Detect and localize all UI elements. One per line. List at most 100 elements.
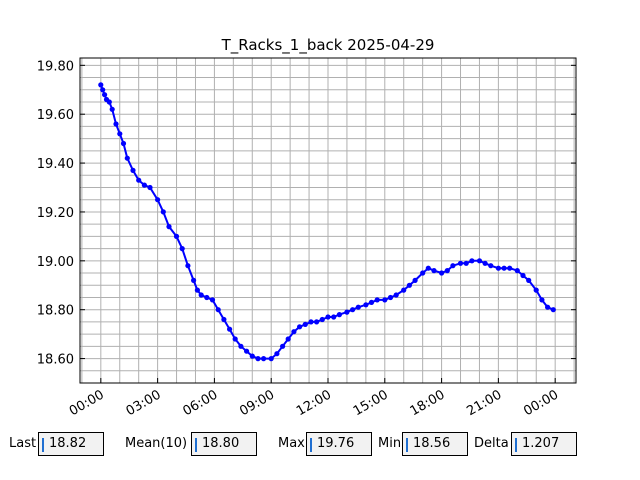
data-point [291,329,297,335]
data-point [425,265,431,271]
text-cursor [310,438,312,452]
x-tick-label: 12:00 [294,387,334,419]
last-label: Last [9,436,37,451]
delta-value-field[interactable]: 1.207 [511,432,577,456]
data-point [227,326,233,332]
mean-label: Mean(10) [125,436,188,451]
series-temperature [98,82,556,362]
data-point [100,87,106,93]
mean-value-field[interactable]: 18.80 [191,432,257,456]
data-point [439,270,445,276]
data-point [179,246,185,252]
last-value: 18.82 [49,436,87,451]
text-cursor [42,438,44,452]
data-point [325,314,331,320]
data-point [280,343,286,349]
y-tick-label: 18.60 [37,353,74,368]
data-point [160,209,166,215]
data-point [533,287,539,293]
data-point [514,268,520,274]
data-point [495,265,501,271]
x-tick-label: 18:00 [408,387,448,419]
data-point [215,307,221,313]
data-point [406,282,412,288]
data-point [141,182,147,188]
data-point [431,268,437,274]
data-point [401,287,407,293]
data-point [412,277,418,283]
data-point [232,336,238,342]
y-tick-label: 19.40 [37,157,74,172]
text-cursor [406,438,408,452]
data-point [545,304,551,310]
data-point [102,92,108,98]
text-cursor [515,438,517,452]
data-point [185,263,191,269]
delta-label: Delta [474,436,509,451]
data-point [482,260,488,266]
data-point [274,351,280,357]
y-tick-label: 19.00 [37,255,74,270]
data-point [539,297,545,303]
data-point [363,302,369,308]
data-point [308,319,314,325]
data-point [507,265,513,271]
data-point [488,263,494,269]
data-point [297,324,303,330]
data-point [113,121,119,127]
data-point [249,353,255,359]
data-point [344,309,350,315]
data-point [368,299,375,305]
max-value: 19.76 [317,436,355,451]
data-point [387,294,394,301]
data-point [285,336,291,342]
data-point [124,155,130,161]
data-point [476,258,483,264]
data-point [194,287,200,293]
data-point [444,268,450,274]
last-value-field[interactable]: 18.82 [38,432,104,456]
data-point [209,297,216,303]
data-point [130,167,136,173]
data-point [173,233,180,239]
x-tick-label: 06:00 [180,387,220,419]
x-tick-label: 03:00 [124,387,164,419]
delta-value: 1.207 [522,436,560,451]
data-point [469,258,475,264]
max-value-field[interactable]: 19.76 [306,432,372,456]
data-point [98,82,104,88]
x-tick-label: 15:00 [351,387,391,419]
data-point [450,263,456,269]
data-point [147,184,153,191]
data-point [221,316,227,323]
data-point [261,356,267,362]
data-point [244,348,250,354]
text-cursor [195,438,197,452]
y-tick-label: 18.80 [37,304,74,319]
y-tick-label: 19.60 [37,108,74,123]
data-point [255,356,261,362]
min-value-field[interactable]: 18.56 [402,432,468,456]
mean-value: 18.80 [202,436,240,451]
min-value: 18.56 [413,436,451,451]
data-point [463,260,469,266]
chart-title: T_Racks_1_back 2025-04-29 [221,36,435,55]
data-point [120,140,127,147]
data-point [331,314,337,320]
data-point [457,260,464,266]
plot-frame [79,57,577,384]
data-point [319,316,325,323]
data-point [520,272,526,279]
y-tick-label: 19.20 [37,206,74,221]
data-point [393,292,399,298]
y-tick-label: 19.80 [37,59,74,74]
data-point [302,321,308,327]
data-point [268,356,274,362]
data-point [420,270,426,276]
data-point [350,307,356,313]
data-point [355,304,361,310]
data-point [166,224,172,230]
x-tick-label: 09:00 [237,387,277,419]
x-tick-label: 21:00 [464,387,504,419]
data-point [204,294,210,301]
